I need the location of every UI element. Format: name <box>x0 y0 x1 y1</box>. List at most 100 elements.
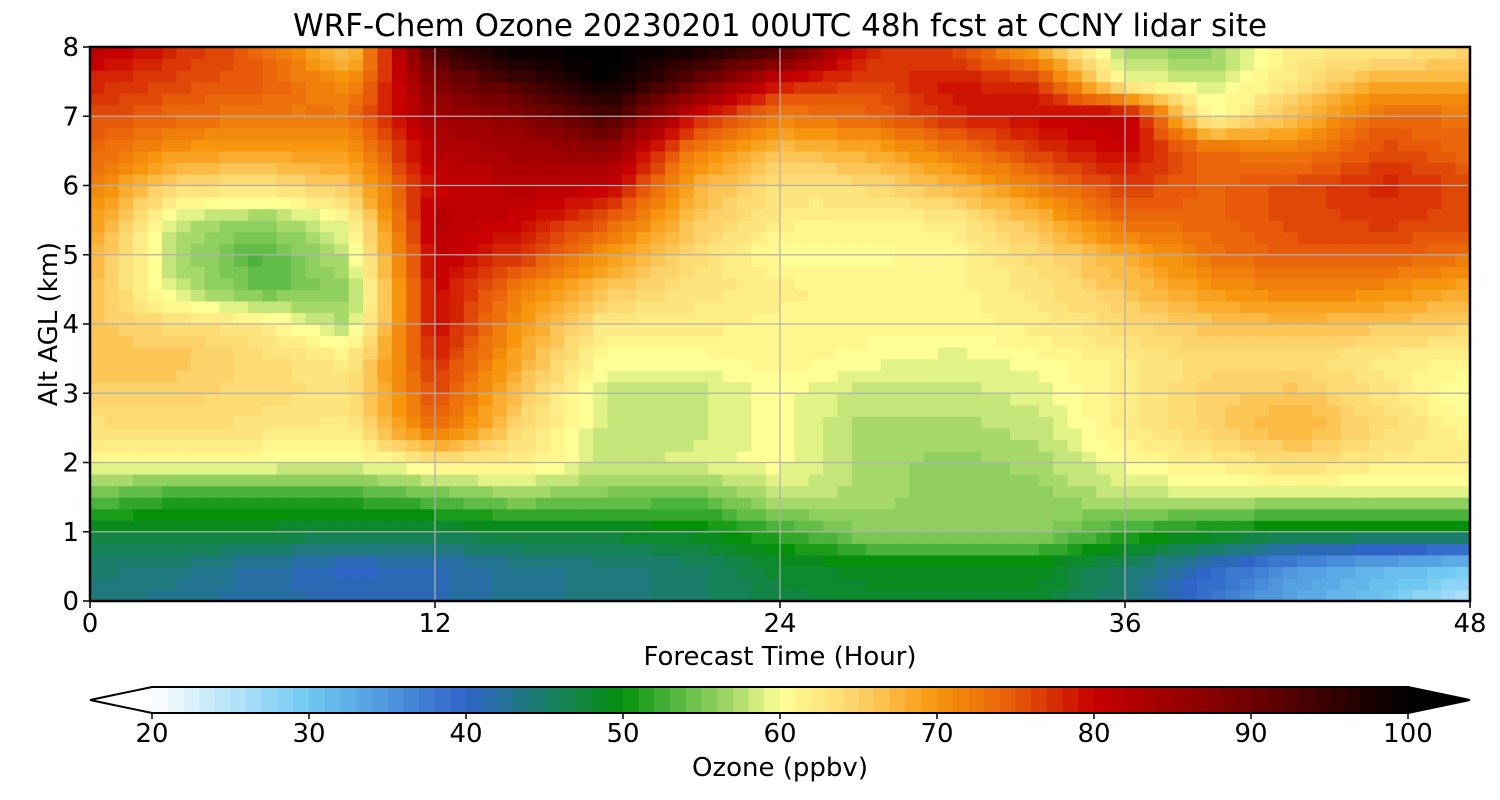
heatmap-cell <box>90 70 105 83</box>
heatmap-cell <box>492 358 508 371</box>
heatmap-cell <box>1067 416 1083 429</box>
heatmap-cell <box>1240 185 1255 198</box>
heatmap-cell <box>147 47 163 60</box>
heatmap-cell <box>851 439 867 452</box>
heatmap-cell <box>564 497 580 510</box>
heatmap-cell <box>406 254 422 267</box>
heatmap-cell <box>1426 173 1442 187</box>
heatmap-cell <box>291 416 307 429</box>
heatmap-cell <box>708 404 724 417</box>
heatmap-cell <box>665 208 680 221</box>
heatmap-cell <box>161 150 177 164</box>
heatmap-cell <box>1168 381 1184 394</box>
heatmap-cell <box>765 70 781 83</box>
heatmap-cell <box>952 324 968 337</box>
heatmap-cell <box>1153 81 1169 94</box>
heatmap-cell <box>1398 208 1414 221</box>
heatmap-cell <box>966 116 982 129</box>
heatmap-cell <box>535 162 551 175</box>
heatmap-cell <box>1369 554 1385 567</box>
heatmap-cell <box>780 566 795 579</box>
heatmap-cell <box>880 104 896 117</box>
heatmap-cell <box>636 474 652 487</box>
heatmap-cell <box>291 208 307 221</box>
heatmap-cell <box>348 185 364 198</box>
heatmap-cell <box>880 173 896 187</box>
heatmap-cell <box>1326 58 1342 71</box>
heatmap-cell <box>736 324 752 337</box>
heatmap-cell <box>406 347 422 360</box>
colorbar-segment <box>1251 687 1268 713</box>
heatmap-cell <box>607 220 623 233</box>
heatmap-cell <box>262 173 278 187</box>
heatmap-cell <box>578 220 594 233</box>
heatmap-cell <box>205 243 220 256</box>
heatmap-cell <box>923 254 939 267</box>
heatmap-cell <box>205 554 220 567</box>
heatmap-cell <box>104 520 120 533</box>
heatmap-cell <box>262 162 278 175</box>
heatmap-cell <box>1081 127 1097 140</box>
heatmap-cell <box>693 324 709 337</box>
heatmap-cell <box>708 162 724 175</box>
heatmap-cell <box>550 381 565 394</box>
heatmap-cell <box>104 58 120 71</box>
heatmap-cell <box>995 254 1011 267</box>
heatmap-cell <box>262 300 278 314</box>
heatmap-cell <box>463 162 479 175</box>
heatmap-cell <box>593 116 609 129</box>
heatmap-cell <box>320 474 335 487</box>
heatmap-cell <box>1297 589 1313 602</box>
heatmap-cell <box>1182 127 1198 140</box>
heatmap-cell <box>1139 485 1155 498</box>
heatmap-cell <box>823 312 839 325</box>
heatmap-cell <box>981 197 997 210</box>
heatmap-cell <box>1053 47 1069 60</box>
heatmap-cell <box>147 81 163 94</box>
heatmap-cell <box>880 508 896 521</box>
heatmap-cell <box>794 462 810 475</box>
heatmap-cell <box>1067 324 1083 337</box>
heatmap-cell <box>1024 162 1040 175</box>
heatmap-cell <box>305 427 321 441</box>
heatmap-cell <box>133 347 149 360</box>
heatmap-cell <box>90 150 105 164</box>
heatmap-cell <box>693 462 709 475</box>
heatmap-cell <box>377 93 393 106</box>
heatmap-cell <box>938 70 954 83</box>
heatmap-cell <box>1053 474 1069 487</box>
heatmap-cell <box>1182 81 1198 94</box>
heatmap-cell <box>1412 393 1428 406</box>
heatmap-cell <box>880 185 896 198</box>
heatmap-cell <box>1441 58 1457 71</box>
heatmap-cell <box>1240 335 1255 348</box>
heatmap-cell <box>808 208 824 221</box>
heatmap-cell <box>665 543 680 556</box>
heatmap-cell <box>276 324 292 337</box>
heatmap-cell <box>334 554 350 567</box>
heatmap-cell <box>1168 127 1184 140</box>
heatmap-cell <box>607 589 623 602</box>
heatmap-cell <box>291 104 307 117</box>
heatmap-cell <box>233 243 249 256</box>
heatmap-cell <box>1326 312 1342 325</box>
heatmap-cell <box>190 370 206 383</box>
heatmap-cell <box>1412 450 1428 464</box>
heatmap-cell <box>1125 520 1140 533</box>
heatmap-cell <box>1326 300 1342 314</box>
heatmap-cell <box>104 589 120 602</box>
heatmap-cell <box>665 381 680 394</box>
heatmap-cell <box>1110 393 1126 406</box>
heatmap-cell <box>1211 277 1227 290</box>
heatmap-cell <box>377 220 393 233</box>
heatmap-cell <box>650 335 666 348</box>
heatmap-cell <box>104 450 120 464</box>
heatmap-cell <box>564 450 580 464</box>
heatmap-cell <box>233 474 249 487</box>
heatmap-cell <box>1096 427 1112 441</box>
heatmap-cell <box>1081 277 1097 290</box>
heatmap-cell <box>233 416 249 429</box>
heatmap-cell <box>981 566 997 579</box>
heatmap-cell <box>1024 485 1040 498</box>
heatmap-cell <box>966 531 982 544</box>
